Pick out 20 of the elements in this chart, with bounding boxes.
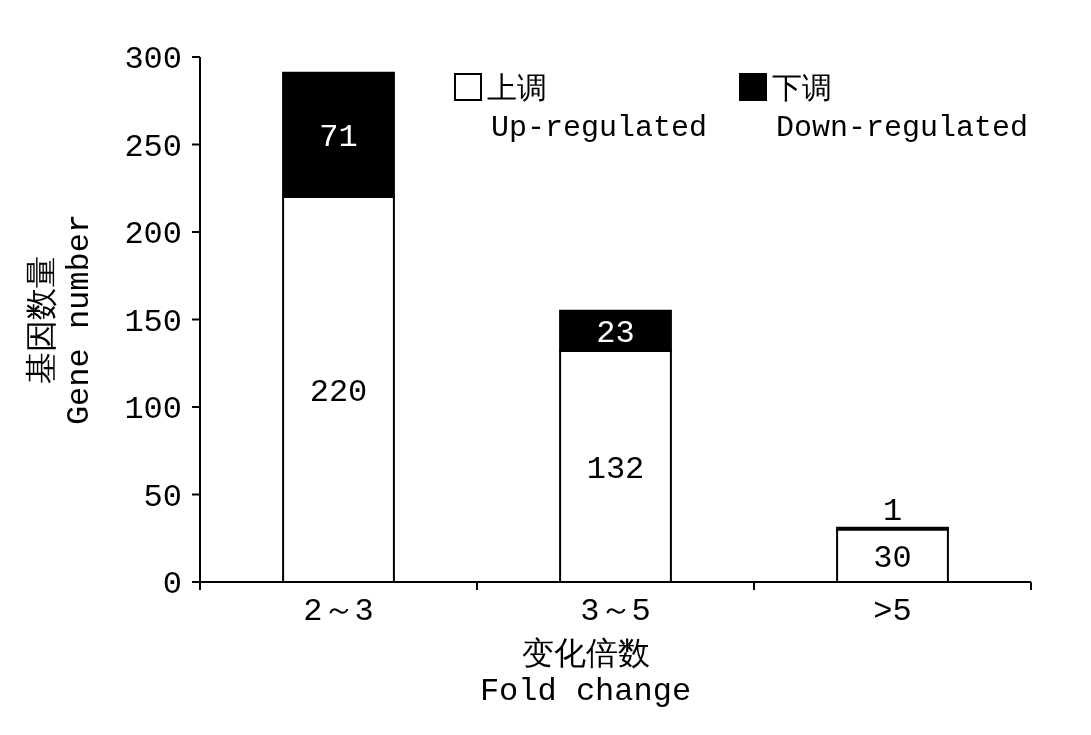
data-label: 71 (319, 119, 358, 157)
y-tick-label: 100 (124, 391, 182, 429)
legend-label: 下调 Down-regulated (772, 73, 1029, 145)
data-label: 132 (586, 450, 645, 488)
y-tick-label: 300 (124, 41, 182, 79)
y-tick-label: 50 (143, 478, 182, 516)
data-label: 23 (596, 315, 635, 353)
y-tick-label: 150 (124, 303, 182, 341)
y-tick-label: 0 (162, 566, 182, 604)
x-axis-title: 变化倍数 Fold change (479, 636, 692, 710)
x-tick-label: 2～3 (303, 593, 374, 630)
x-tick-label: >5 (873, 593, 912, 630)
legend-label: 上调 Up-regulated (487, 73, 708, 145)
data-label: 220 (309, 373, 368, 411)
data-label: 30 (873, 539, 912, 577)
y-tick-label: 200 (124, 216, 182, 254)
y-tick-label: 250 (124, 128, 182, 166)
data-label: 1 (882, 492, 903, 530)
y-axis-title: 基因数量 Gene number (25, 213, 98, 426)
x-tick-label: 3～5 (580, 593, 651, 630)
